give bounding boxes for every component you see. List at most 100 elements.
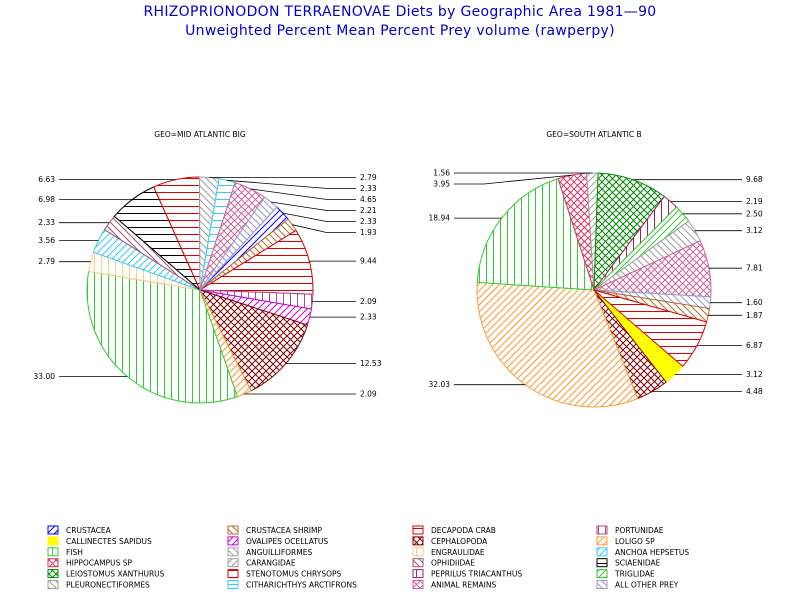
legend-swatch <box>412 536 424 546</box>
legend-swatch <box>47 558 59 568</box>
legend-swatch <box>227 525 239 535</box>
data-label: 3.12 <box>746 370 763 379</box>
leader-line <box>282 212 356 222</box>
legend-swatch <box>227 547 239 557</box>
data-label: 3.95 <box>433 180 450 189</box>
legend-swatch <box>47 536 59 546</box>
pie-slice-loligo-sp <box>476 281 639 408</box>
data-label: 9.68 <box>746 175 763 184</box>
leader-line <box>454 174 573 185</box>
legend-item-engraulidae: ENGRAULIDAE <box>412 547 485 557</box>
legend-label: HIPPOCAMPUS SP <box>66 559 133 568</box>
legend-label: ALL OTHER PREY <box>615 581 679 590</box>
legend-label: CALLINECTES SAPIDUS <box>66 537 152 546</box>
legend-label: PLEURONECTIFORMES <box>66 581 150 590</box>
legend-label: DECAPODA CRAB <box>431 526 496 535</box>
legend-label: FISH <box>66 548 83 557</box>
legend-swatch <box>596 558 608 568</box>
data-label: 12.53 <box>360 359 382 368</box>
legend-swatch <box>412 525 424 535</box>
chart-subtitle: Unweighted Percent Mean Percent Prey vol… <box>185 23 615 39</box>
legend-label: CRUSTACEA SHRIMP <box>246 526 322 535</box>
legend-swatch <box>47 525 59 535</box>
data-label: 2.09 <box>360 389 377 398</box>
legend-item-callinectes-sapidus: CALLINECTES SAPIDUS <box>47 536 152 546</box>
leader-line <box>270 201 356 211</box>
legend-item-crustacea-shrimp: CRUSTACEA SHRIMP <box>227 525 322 535</box>
legend-label: CRUSTACEA <box>66 526 112 535</box>
pie-slice-cephalopoda <box>199 289 309 392</box>
data-label: 1.60 <box>746 298 763 307</box>
legend-label: CARANGIDAE <box>246 559 296 568</box>
data-label: 2.79 <box>360 173 377 182</box>
legend-item-ovalipes-ocellatus: OVALIPES OCELLATUS <box>227 536 328 546</box>
legend-item-leiostomus-xanthurus: LEIOSTOMUS XANTHURUS <box>47 569 165 579</box>
legend-label: LOLIGO SP <box>615 537 655 546</box>
data-label: 4.48 <box>746 387 763 396</box>
data-label: 2.19 <box>746 197 763 206</box>
data-label: 6.98 <box>38 195 55 204</box>
data-label: 6.87 <box>746 341 763 350</box>
legend-swatch <box>412 569 424 579</box>
pie-slice-fish <box>86 270 238 404</box>
legend-item-anguilliformes: ANGUILLIFORMES <box>227 547 312 557</box>
legend-swatch <box>596 536 608 546</box>
legend-item-portunidae: PORTUNIDAE <box>596 525 664 535</box>
leader-line <box>227 179 356 189</box>
legend-item-pleuronectiformes: PLEURONECTIFORMES <box>47 580 150 590</box>
legend-label: SCIAENIDAE <box>615 559 661 568</box>
legend-label: PORTUNIDAE <box>615 526 664 535</box>
legend-label: STENOTOMUS CHRYSOPS <box>246 570 342 579</box>
pie-label: GEO=MID ATLANTIC BIG <box>154 130 246 139</box>
legend-label: CEPHALOPODA <box>431 537 488 546</box>
legend-swatch <box>227 536 239 546</box>
legend-label: OVALIPES OCELLATUS <box>246 537 328 546</box>
legend-label: OPHIDIIDAE <box>431 559 475 568</box>
data-label: 2.79 <box>38 257 55 266</box>
leader-line <box>250 188 356 200</box>
legend-swatch <box>412 547 424 557</box>
legend-item-fish: FISH <box>47 547 83 557</box>
legend-item-crustacea: CRUSTACEA <box>47 525 112 535</box>
data-label: 2.33 <box>38 218 55 227</box>
legend-item-citharichthys-arctifrons: CITHARICHTHYS ARCTIFRONS <box>227 580 357 590</box>
legend-swatch <box>412 580 424 589</box>
legend-label: TRIGLIDAE <box>614 570 655 579</box>
data-label: 2.33 <box>360 313 377 322</box>
data-label: 9.44 <box>360 257 377 266</box>
legend-item-carangidae: CARANGIDAE <box>227 558 296 568</box>
legend-swatch <box>227 569 239 579</box>
legend-item-stenotomus-chrysops: STENOTOMUS CHRYSOPS <box>227 569 342 579</box>
legend-item-ophidiidae: OPHIDIIDAE <box>412 558 475 568</box>
legend-label: PEPRILUS TRIACANTHUS <box>431 570 522 579</box>
legend-label: LEIOSTOMUS XANTHURUS <box>66 570 165 579</box>
legend-label: CITHARICHTHYS ARCTIFRONS <box>246 581 357 590</box>
legend-item-loligo-sp: LOLIGO SP <box>596 536 655 546</box>
legend-item-decapoda-crab: DECAPODA CRAB <box>412 525 496 535</box>
legend-item-triglidae: TRIGLIDAE <box>596 569 655 579</box>
leader-line <box>292 224 356 233</box>
legend-item-sciaenidae: SCIAENIDAE <box>596 558 661 568</box>
legend-item-cephalopoda: CEPHALOPODA <box>412 536 488 546</box>
data-label: 6.63 <box>38 175 55 184</box>
data-label: 2.33 <box>360 184 377 193</box>
legend-swatch <box>47 547 59 557</box>
data-label: 4.65 <box>360 195 377 204</box>
legend-item-hippocampus-sp: HIPPOCAMPUS SP <box>47 558 133 568</box>
data-label: 2.50 <box>746 209 763 218</box>
data-label: 1.93 <box>360 228 377 237</box>
data-label: 18.94 <box>429 214 451 223</box>
legend-label: ANCHOA HEPSETUS <box>615 548 689 557</box>
data-label: 3.12 <box>746 226 763 235</box>
data-label: 3.56 <box>38 236 55 245</box>
data-label: 32.03 <box>429 380 451 389</box>
chart-title: RHIZOPRIONODON TERRAENOVAE Diets by Geog… <box>143 4 657 20</box>
legend-swatch <box>596 580 608 589</box>
legend-swatch <box>412 558 424 568</box>
legend-item-all-other-prey: ALL OTHER PREY <box>596 580 679 590</box>
legend-item-anchoa-hepsetus: ANCHOA HEPSETUS <box>596 547 689 557</box>
legend-swatch <box>596 547 608 557</box>
data-label: 1.87 <box>746 311 763 320</box>
data-label: 2.21 <box>360 206 377 215</box>
